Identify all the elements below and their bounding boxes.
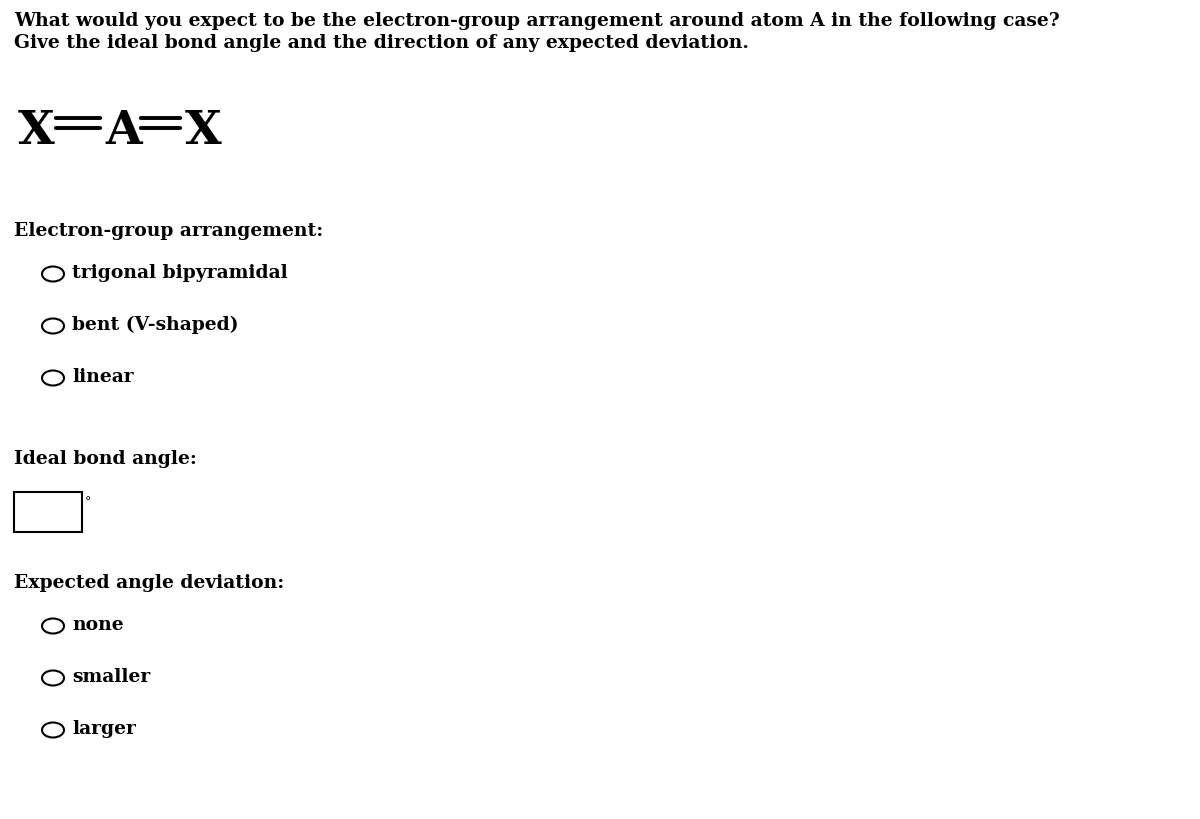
Text: Ideal bond angle:: Ideal bond angle: [14,450,197,468]
Text: trigonal bipyramidal: trigonal bipyramidal [72,264,288,282]
Text: larger: larger [72,720,136,738]
Text: Electron-group arrangement:: Electron-group arrangement: [14,222,323,240]
Text: °: ° [85,496,91,509]
Text: X: X [18,108,55,154]
Text: A: A [106,108,142,154]
Text: Give the ideal bond angle and the direction of any expected deviation.: Give the ideal bond angle and the direct… [14,34,749,52]
Text: bent (V-shaped): bent (V-shaped) [72,316,239,334]
Text: X: X [185,108,222,154]
Text: none: none [72,616,124,634]
Text: What would you expect to be the electron-group arrangement around atom A in the : What would you expect to be the electron… [14,12,1060,30]
Text: smaller: smaller [72,668,150,686]
Text: linear: linear [72,368,133,386]
Text: Expected angle deviation:: Expected angle deviation: [14,574,284,592]
